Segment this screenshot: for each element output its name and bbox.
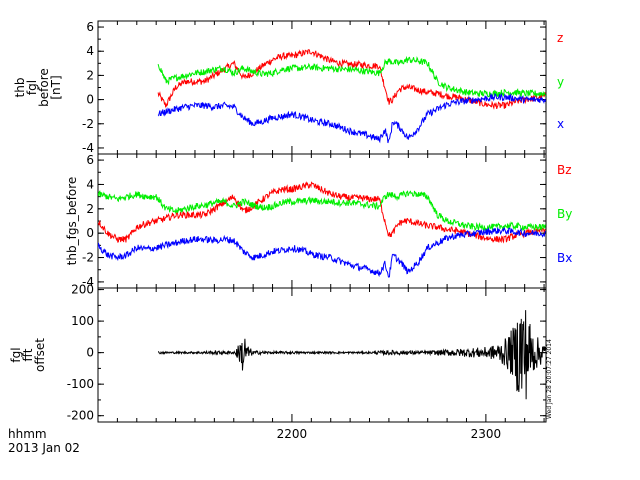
series-layer (157, 49, 546, 144)
y-axis-label: fgl (25, 80, 39, 95)
legend-label: Bz (557, 163, 572, 177)
y-axis-label: fgl (9, 347, 23, 362)
y-axis-label: [nT] (49, 75, 63, 99)
y-tick-label: -4 (82, 275, 94, 289)
y-tick-label: 6 (86, 153, 94, 167)
y-tick-label: -200 (67, 409, 94, 423)
y-axis-label: fft (21, 348, 35, 361)
plot-frame (97, 153, 547, 289)
series-z (157, 49, 546, 110)
y-tick-label: 2 (86, 68, 94, 82)
y-axis-label: thb (13, 78, 27, 98)
y-tick-label: -2 (82, 117, 94, 131)
y-axis-label: offset (33, 338, 47, 372)
y-tick-label: 0 (86, 93, 94, 107)
y-tick-label: 4 (86, 44, 94, 58)
y-tick-label: -100 (67, 377, 94, 391)
legend-label: y (557, 75, 564, 89)
series-Bx (98, 226, 546, 278)
series-Bz (98, 181, 546, 244)
x-tick-label: 2200 (277, 427, 308, 441)
y-tick-label: -4 (82, 141, 94, 155)
series-layer (157, 310, 546, 400)
series-y (157, 55, 546, 98)
timestamp-stamp: Wed Jan 28 20:07:27 2014 (546, 339, 553, 419)
legend-label: Bx (557, 251, 572, 265)
x-tick-label: 2300 (471, 427, 502, 441)
y-tick-label: 200 (71, 283, 94, 297)
footer-date: 2013 Jan 02 (8, 441, 80, 455)
y-axis-label: before (37, 68, 51, 107)
y-tick-label: 6 (86, 20, 94, 34)
y-tick-label: 0 (86, 226, 94, 240)
y-tick-label: -2 (82, 251, 94, 265)
y-tick-label: 0 (86, 346, 94, 360)
footer-time-unit: hhmm (8, 427, 47, 441)
y-axis-label: thb_fgs_before (65, 177, 79, 266)
series-x (157, 92, 546, 144)
plot-frame (97, 20, 547, 155)
legend-label: By (557, 207, 572, 221)
y-tick-label: 4 (86, 177, 94, 191)
panel-thb-fgs-before: -4 -2 0 2 4 6 thb_fgs_before Bz By Bx (65, 153, 572, 289)
series-offset (157, 310, 546, 400)
series-By (98, 190, 546, 232)
y-tick-label: 2 (86, 202, 94, 216)
legend-label: x (557, 117, 564, 131)
series-layer (98, 181, 546, 278)
legend-label: z (557, 31, 563, 45)
y-tick-label: 100 (71, 314, 94, 328)
plot-frame (97, 287, 547, 423)
